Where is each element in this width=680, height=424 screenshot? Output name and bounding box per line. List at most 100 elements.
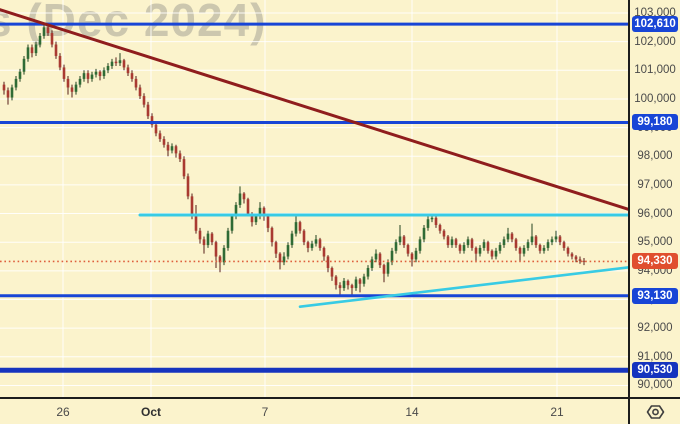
candle-body [322,247,326,257]
price-tick-label: 91,000 [637,350,673,363]
candle-body [302,230,306,243]
candle-body [6,90,10,98]
candle-body [382,265,386,274]
candle-body [234,204,238,217]
candle-body [262,207,266,217]
candle-body [66,78,70,88]
candle-body [374,253,378,260]
axis-settings-button[interactable] [628,397,680,424]
price-tick-label: 90,000 [637,379,673,392]
candle-body [542,247,546,251]
candle-body [494,250,498,257]
candle-body [474,247,478,254]
time-axis[interactable]: 26 Oct 7 14 21 [0,397,628,424]
price-tick-label: 98,000 [637,150,673,163]
candle-body [146,104,150,117]
candle-body [534,236,538,246]
candle-body [18,71,22,79]
candle-body [38,35,42,45]
candle-body [258,207,262,217]
time-tick-label: 21 [550,405,564,419]
candle-body [278,253,282,263]
candle-body [342,280,346,289]
candle-body [510,233,514,240]
candle-body [218,256,222,263]
candle-body [430,217,434,220]
candle-body [554,236,558,240]
chart-canvas[interactable] [0,0,628,397]
candle-body [546,242,550,248]
candle-body [178,153,182,160]
candle-body [26,47,30,59]
candle-body [574,256,578,260]
candle-body [130,73,134,79]
candlestick-series [2,23,586,297]
candle-body [170,146,174,151]
candle-body [438,225,442,231]
candle-body [250,213,254,223]
candle-body [338,285,342,289]
candle-body [182,159,186,177]
candle-body [354,279,358,289]
candle-body [442,230,446,237]
gear-icon [646,404,664,419]
candle-body [158,133,162,140]
candle-body [290,233,294,246]
candle-body [578,259,582,261]
candle-body [470,239,474,248]
last-price-label: 94,330 [632,253,678,270]
chart-plot-area[interactable]: s (Dec 2024) [0,0,628,397]
candle-body [518,247,522,254]
candle-body [114,61,118,64]
candle-body [174,146,178,154]
candle-body [466,239,470,246]
candle-body [142,96,146,105]
candle-body [566,247,570,254]
candle-body [514,239,518,248]
candle-body [426,219,430,228]
candle-body [58,55,62,68]
candle-body [402,236,406,246]
candle-body [486,242,490,251]
price-tick-label: 100,000 [634,92,676,105]
candle-body [2,84,6,91]
candle-body [126,67,130,74]
candle-body [422,227,426,240]
candle-body [394,242,398,251]
candle-body [150,116,154,125]
candle-body [490,250,494,257]
price-axis[interactable]: 103,000102,000101,000100,00099,00098,000… [628,0,680,397]
candle-body [50,33,54,45]
candle-body [206,233,210,246]
price-level-label: 93,130 [632,287,678,304]
candle-body [230,216,234,231]
price-tick-label: 102,000 [634,35,676,48]
candle-body [294,222,298,234]
candle-body [550,239,554,243]
candle-body [42,27,46,36]
price-tick-label: 92,000 [637,322,673,335]
candle-body [94,71,98,75]
candle-body [194,216,198,231]
candle-body [582,260,586,262]
ascending-support-line[interactable] [298,266,628,308]
candle-body [334,276,338,286]
price-tick-label: 103,000 [634,7,676,19]
candle-body [286,245,290,257]
candle-body [54,44,58,56]
candle-body [358,279,362,284]
candle-body [154,124,158,134]
candle-body [246,199,250,214]
candle-body [298,222,302,231]
candle-body [458,245,462,251]
price-tick-label: 96,000 [637,207,673,220]
candle-body [122,60,126,68]
candle-body [462,245,466,251]
descending-resistance-line[interactable] [0,8,628,211]
candle-body [450,239,454,246]
candle-body [558,236,562,243]
candle-body [98,71,102,77]
candle-body [314,239,318,244]
candle-body [214,242,218,257]
